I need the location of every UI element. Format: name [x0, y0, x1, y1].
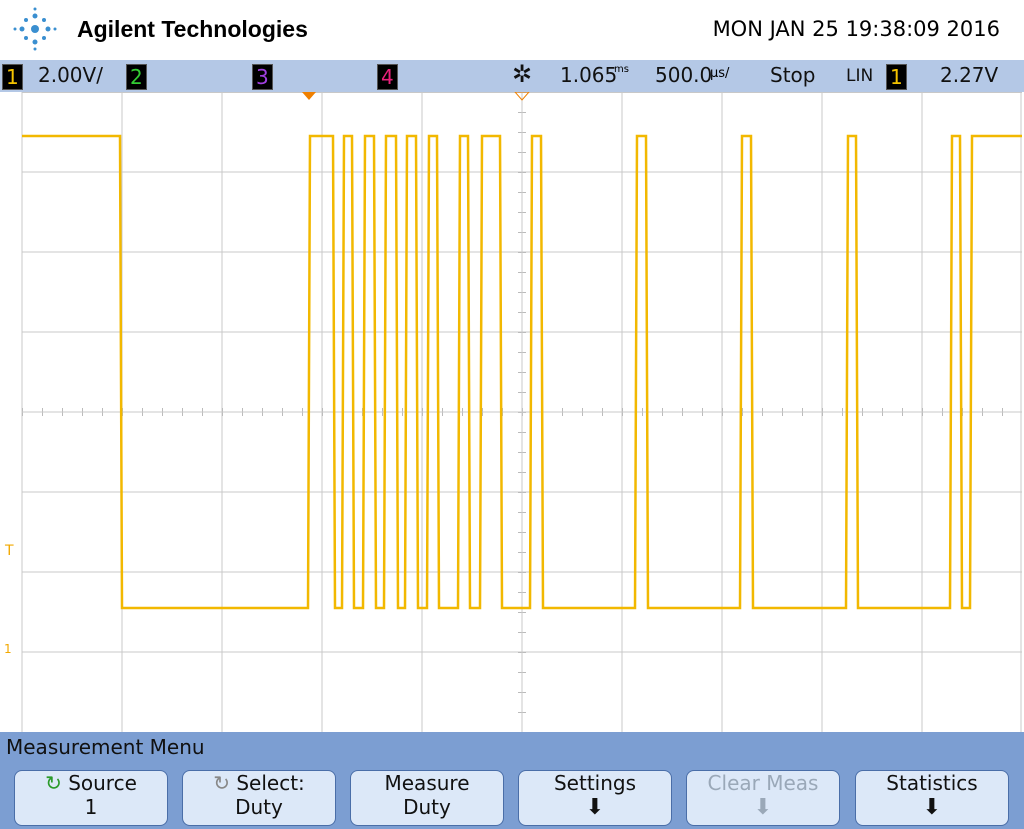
button-value: Duty [403, 795, 451, 819]
button-label: Source [68, 771, 137, 795]
delay-icon: ✲ [512, 60, 533, 88]
menu-title: Measurement Menu [6, 735, 205, 759]
ch1-badge: 1 [2, 64, 23, 90]
logo [13, 7, 57, 51]
knob-icon: ↻ [213, 771, 230, 795]
menu-bar [0, 732, 1024, 829]
trigger-mode: LIN [846, 66, 874, 86]
timebase-unit: µs/ [710, 66, 730, 81]
ground-marker: 1 [4, 642, 12, 656]
waveform [22, 134, 1022, 610]
ch4-badge: 4 [377, 64, 398, 90]
statistics-button[interactable]: Statistics ⬇ [855, 770, 1009, 826]
button-label: Measure [384, 771, 470, 795]
button-value: Duty [235, 795, 283, 819]
select-button[interactable]: ↻ Select: Duty [182, 770, 336, 826]
arrow-icon: ⬇ [585, 795, 605, 820]
datetime: MON JAN 25 19:38:09 2016 [712, 17, 1000, 41]
run-state: Stop [770, 63, 816, 87]
arrow-icon: ⬇ [922, 795, 942, 820]
trigger-position [302, 92, 316, 100]
trigger-channel: 1 [886, 64, 907, 90]
clear-meas-button[interactable]: Clear Meas ⬇ [686, 770, 840, 826]
button-label: Select: [236, 771, 305, 795]
delay-unit: ms [614, 64, 629, 75]
graticule [21, 92, 1022, 732]
delay: 1.065 [560, 63, 618, 87]
measure-button[interactable]: Measure Duty [350, 770, 504, 826]
timebase: 500.0 [655, 63, 713, 87]
button-label: Settings [553, 771, 637, 795]
ch2-badge: 2 [126, 64, 147, 90]
knob-icon: ↻ [45, 771, 62, 795]
grid [21, 92, 1022, 732]
settings-button[interactable]: Settings ⬇ [518, 770, 672, 826]
delay-position [514, 92, 530, 101]
button-label: Statistics [886, 771, 978, 795]
button-value: 1 [84, 795, 98, 819]
trigger-level: 2.27V [940, 63, 999, 87]
status-bar [0, 60, 1024, 92]
trigger-marker: T [5, 543, 14, 559]
ch3-badge: 3 [252, 64, 273, 90]
brand: Agilent Technologies [77, 16, 308, 42]
source-button[interactable]: ↻ Source 1 [14, 770, 168, 826]
arrow-icon: ⬇ [753, 795, 773, 820]
ch1-scale: 2.00V/ [38, 63, 103, 87]
button-label: Clear Meas [707, 771, 819, 795]
